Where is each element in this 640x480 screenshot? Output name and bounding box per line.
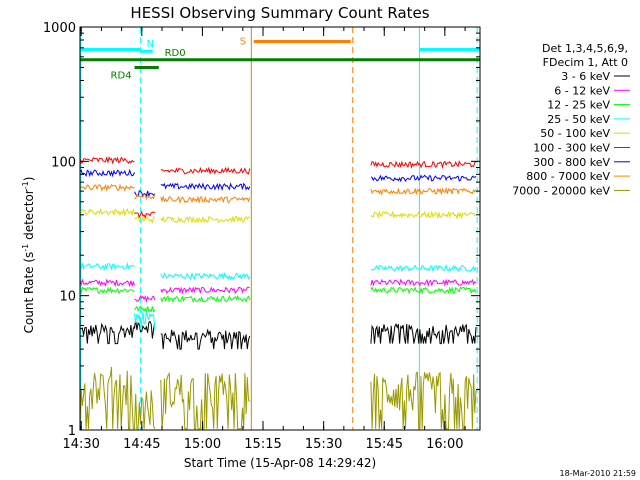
series-0-segment-1 — [134, 318, 156, 339]
y-axis-label-mid: detector — [22, 189, 36, 244]
flag-label-5: RD0 — [165, 48, 186, 59]
plot-area: N S RD4 RD0 1 10 100 1000 14:30 14:45 15:00 15:15 15… — [43, 21, 481, 452]
series-3-segment-2 — [160, 271, 251, 281]
series-8-segment-2 — [160, 371, 251, 430]
series-0 — [79, 318, 477, 350]
series-1-segment-1 — [134, 294, 156, 304]
series-7-segment-3 — [370, 186, 477, 196]
x-tick-label-3: 15:15 — [244, 437, 281, 452]
series-1-segment-0 — [79, 278, 135, 288]
flag-label-4: RD4 — [111, 70, 132, 81]
y-axis-label: Count Rate (s-1 detector-1) — [21, 177, 36, 334]
series-3-segment-3 — [370, 263, 477, 273]
series-1-segment-3 — [370, 278, 477, 288]
legend-label-2: 12 - 25 keV — [547, 99, 610, 112]
y-axis-label-main: Count Rate (s — [22, 252, 36, 334]
legend-label-8: 7000 - 20000 keV — [512, 184, 610, 197]
series-5-segment-0 — [79, 155, 135, 165]
series-4 — [79, 207, 477, 225]
y-tick-label-1: 10 — [59, 290, 76, 305]
series-4-segment-1 — [134, 216, 155, 224]
series-3-segment-0 — [79, 261, 135, 271]
series-5-segment-1 — [134, 210, 156, 219]
y-axis-label-sup-1: -1 — [21, 244, 30, 252]
y-tick-label-3: 1000 — [43, 21, 76, 36]
series-8-segment-1 — [134, 390, 156, 430]
series-8-segment-0 — [79, 366, 135, 430]
x-tick-label-0: 14:30 — [62, 437, 99, 452]
timestamp: 18-Mar-2010 21:59 — [560, 469, 637, 478]
y-axis-label-end: ) — [22, 177, 36, 182]
series-1-segment-2 — [160, 286, 250, 295]
legend: Det 1,3,4,5,6,9,FDecim 1, Att 03 - 6 keV… — [512, 42, 630, 197]
legend-header-0: Det 1,3,4,5,6,9, — [542, 42, 628, 55]
x-axis-label: Start Time (15-Apr-08 14:29:42) — [184, 456, 376, 470]
plot-frame — [79, 26, 481, 431]
chart-title: HESSI Observing Summary Count Rates — [130, 4, 429, 22]
series-7-segment-0 — [79, 183, 135, 192]
legend-label-1: 6 - 12 keV — [554, 84, 610, 97]
legend-header-1: FDecim 1, Att 0 — [543, 56, 628, 69]
y-tick-label-0: 1 — [68, 424, 76, 439]
legend-label-6: 300 - 800 keV — [533, 156, 610, 169]
y-tick-label-2: 100 — [51, 155, 76, 170]
series-0-segment-0 — [79, 322, 135, 345]
series-2-segment-3 — [370, 286, 477, 295]
series-0-segment-3 — [370, 322, 477, 345]
series-4-segment-0 — [79, 207, 135, 217]
x-tick-label-2: 15:00 — [184, 437, 221, 452]
series-5-segment-3 — [370, 160, 477, 170]
series-0-segment-2 — [160, 328, 251, 350]
series-2-segment-1 — [134, 305, 156, 314]
series-1 — [79, 278, 477, 304]
series-8-segment-3 — [370, 371, 477, 430]
series-4-segment-2 — [160, 215, 250, 225]
series-5-segment-2 — [160, 166, 251, 175]
x-tick-label-6: 16:00 — [426, 437, 463, 452]
series-4-segment-3 — [370, 210, 477, 220]
series-6-segment-2 — [160, 182, 251, 192]
series-2-segment-0 — [79, 286, 135, 295]
series-8 — [79, 366, 477, 430]
series-2 — [79, 286, 477, 314]
y-axis-label-sup-2: -1 — [21, 181, 30, 189]
flag-label-3: S — [240, 36, 246, 47]
legend-label-0: 3 - 6 keV — [561, 70, 610, 83]
legend-label-3: 25 - 50 keV — [547, 113, 610, 126]
legend-label-7: 800 - 7000 keV — [526, 170, 610, 183]
series-7-segment-1 — [134, 193, 156, 201]
series-5 — [79, 155, 477, 219]
series-7 — [79, 183, 477, 205]
x-tick-label-4: 15:30 — [305, 437, 342, 452]
flag-label-1: N — [147, 39, 154, 50]
series-3-segment-1 — [134, 310, 156, 330]
series-6-segment-3 — [370, 174, 477, 183]
x-tick-label-1: 14:45 — [123, 437, 160, 452]
x-tick-label-5: 15:45 — [366, 437, 403, 452]
series-6-segment-0 — [79, 168, 135, 178]
series-7-segment-2 — [160, 194, 251, 205]
legend-label-5: 100 - 300 keV — [533, 142, 610, 155]
series-2-segment-2 — [160, 294, 251, 303]
legend-label-4: 50 - 100 keV — [540, 127, 610, 140]
series-3 — [79, 261, 477, 330]
